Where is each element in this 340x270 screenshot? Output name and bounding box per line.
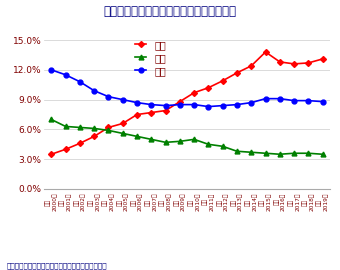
Text: 暦年
2001年: 暦年 2001年 [59,193,72,211]
Text: 暦年
2015年: 暦年 2015年 [259,193,272,211]
日本 [264,152,268,155]
Text: 暦年
2003年: 暦年 2003年 [88,193,100,211]
日本 [306,152,310,155]
Text: 暦年
2006年: 暦年 2006年 [131,193,143,211]
米国 [64,73,68,76]
Text: 暦年
2017年: 暦年 2017年 [288,193,300,211]
米国 [292,99,296,102]
中国 [106,126,110,129]
中国 [178,100,182,103]
米国 [149,103,153,106]
Text: 暦年
2000年: 暦年 2000年 [45,193,57,211]
中国 [306,61,310,65]
Text: 暦年
2019年: 暦年 2019年 [317,193,329,211]
中国 [321,57,325,60]
Text: 暦年
2009年: 暦年 2009年 [174,193,186,211]
米国 [221,104,225,107]
米国 [106,95,110,98]
Text: 暦年
2014年: 暦年 2014年 [245,193,257,211]
日本 [121,132,125,135]
米国 [306,99,310,102]
米国 [278,97,282,100]
Text: 暦年
2010年: 暦年 2010年 [188,193,200,211]
米国 [192,103,196,106]
日本 [292,152,296,155]
Text: 暦年
2013年: 暦年 2013年 [231,193,243,211]
米国 [249,101,253,104]
日本 [135,135,139,138]
Text: 日・米・中の世界貳易に占めるシェア推移: 日・米・中の世界貳易に占めるシェア推移 [103,5,237,18]
日本 [49,118,53,121]
日本 [321,153,325,156]
日本 [78,126,82,129]
Text: 暦年
2016年: 暦年 2016年 [274,193,286,211]
Text: 暦年
2007年: 暦年 2007年 [145,193,157,211]
日本 [192,138,196,141]
米国 [121,98,125,101]
Text: 暦年
2008年: 暦年 2008年 [159,193,172,211]
Legend: 中国, 日本, 米国: 中国, 日本, 米国 [135,40,166,76]
中国 [121,122,125,125]
中国 [135,113,139,116]
日本 [221,145,225,148]
Line: 中国: 中国 [49,50,325,156]
米国 [206,105,210,108]
米国 [78,80,82,83]
中国 [292,62,296,66]
日本 [178,140,182,143]
中国 [278,60,282,63]
中国 [264,50,268,54]
米国 [264,97,268,100]
Text: 暦年
2002年: 暦年 2002年 [74,193,86,211]
日本 [149,138,153,141]
中国 [78,142,82,145]
Line: 日本: 日本 [49,117,325,157]
日本 [64,125,68,128]
中国 [206,86,210,89]
中国 [235,71,239,75]
Text: 暦年
2004年: 暦年 2004年 [102,193,115,211]
Text: 暦年
2011年: 暦年 2011年 [202,193,215,211]
Text: 出所：世界貳易機関のデータをもとに東洋証券作成: 出所：世界貳易機関のデータをもとに東洋証券作成 [7,262,107,269]
米国 [178,103,182,106]
Text: 暦年
2012年: 暦年 2012年 [217,193,229,211]
中国 [221,79,225,82]
米国 [135,101,139,104]
中国 [192,91,196,94]
Text: 暦年
2018年: 暦年 2018年 [302,193,314,211]
日本 [278,153,282,156]
中国 [64,148,68,151]
米国 [164,104,168,107]
日本 [164,141,168,144]
日本 [235,150,239,153]
中国 [49,153,53,156]
中国 [92,135,96,138]
日本 [106,129,110,132]
中国 [149,111,153,114]
中国 [164,109,168,112]
米国 [92,89,96,92]
米国 [235,103,239,106]
日本 [249,151,253,154]
中国 [249,64,253,68]
米国 [49,68,53,72]
日本 [206,143,210,146]
米国 [321,100,325,103]
日本 [92,127,96,130]
Text: 暦年
2005年: 暦年 2005年 [117,193,129,211]
Line: 米国: 米国 [49,68,325,109]
